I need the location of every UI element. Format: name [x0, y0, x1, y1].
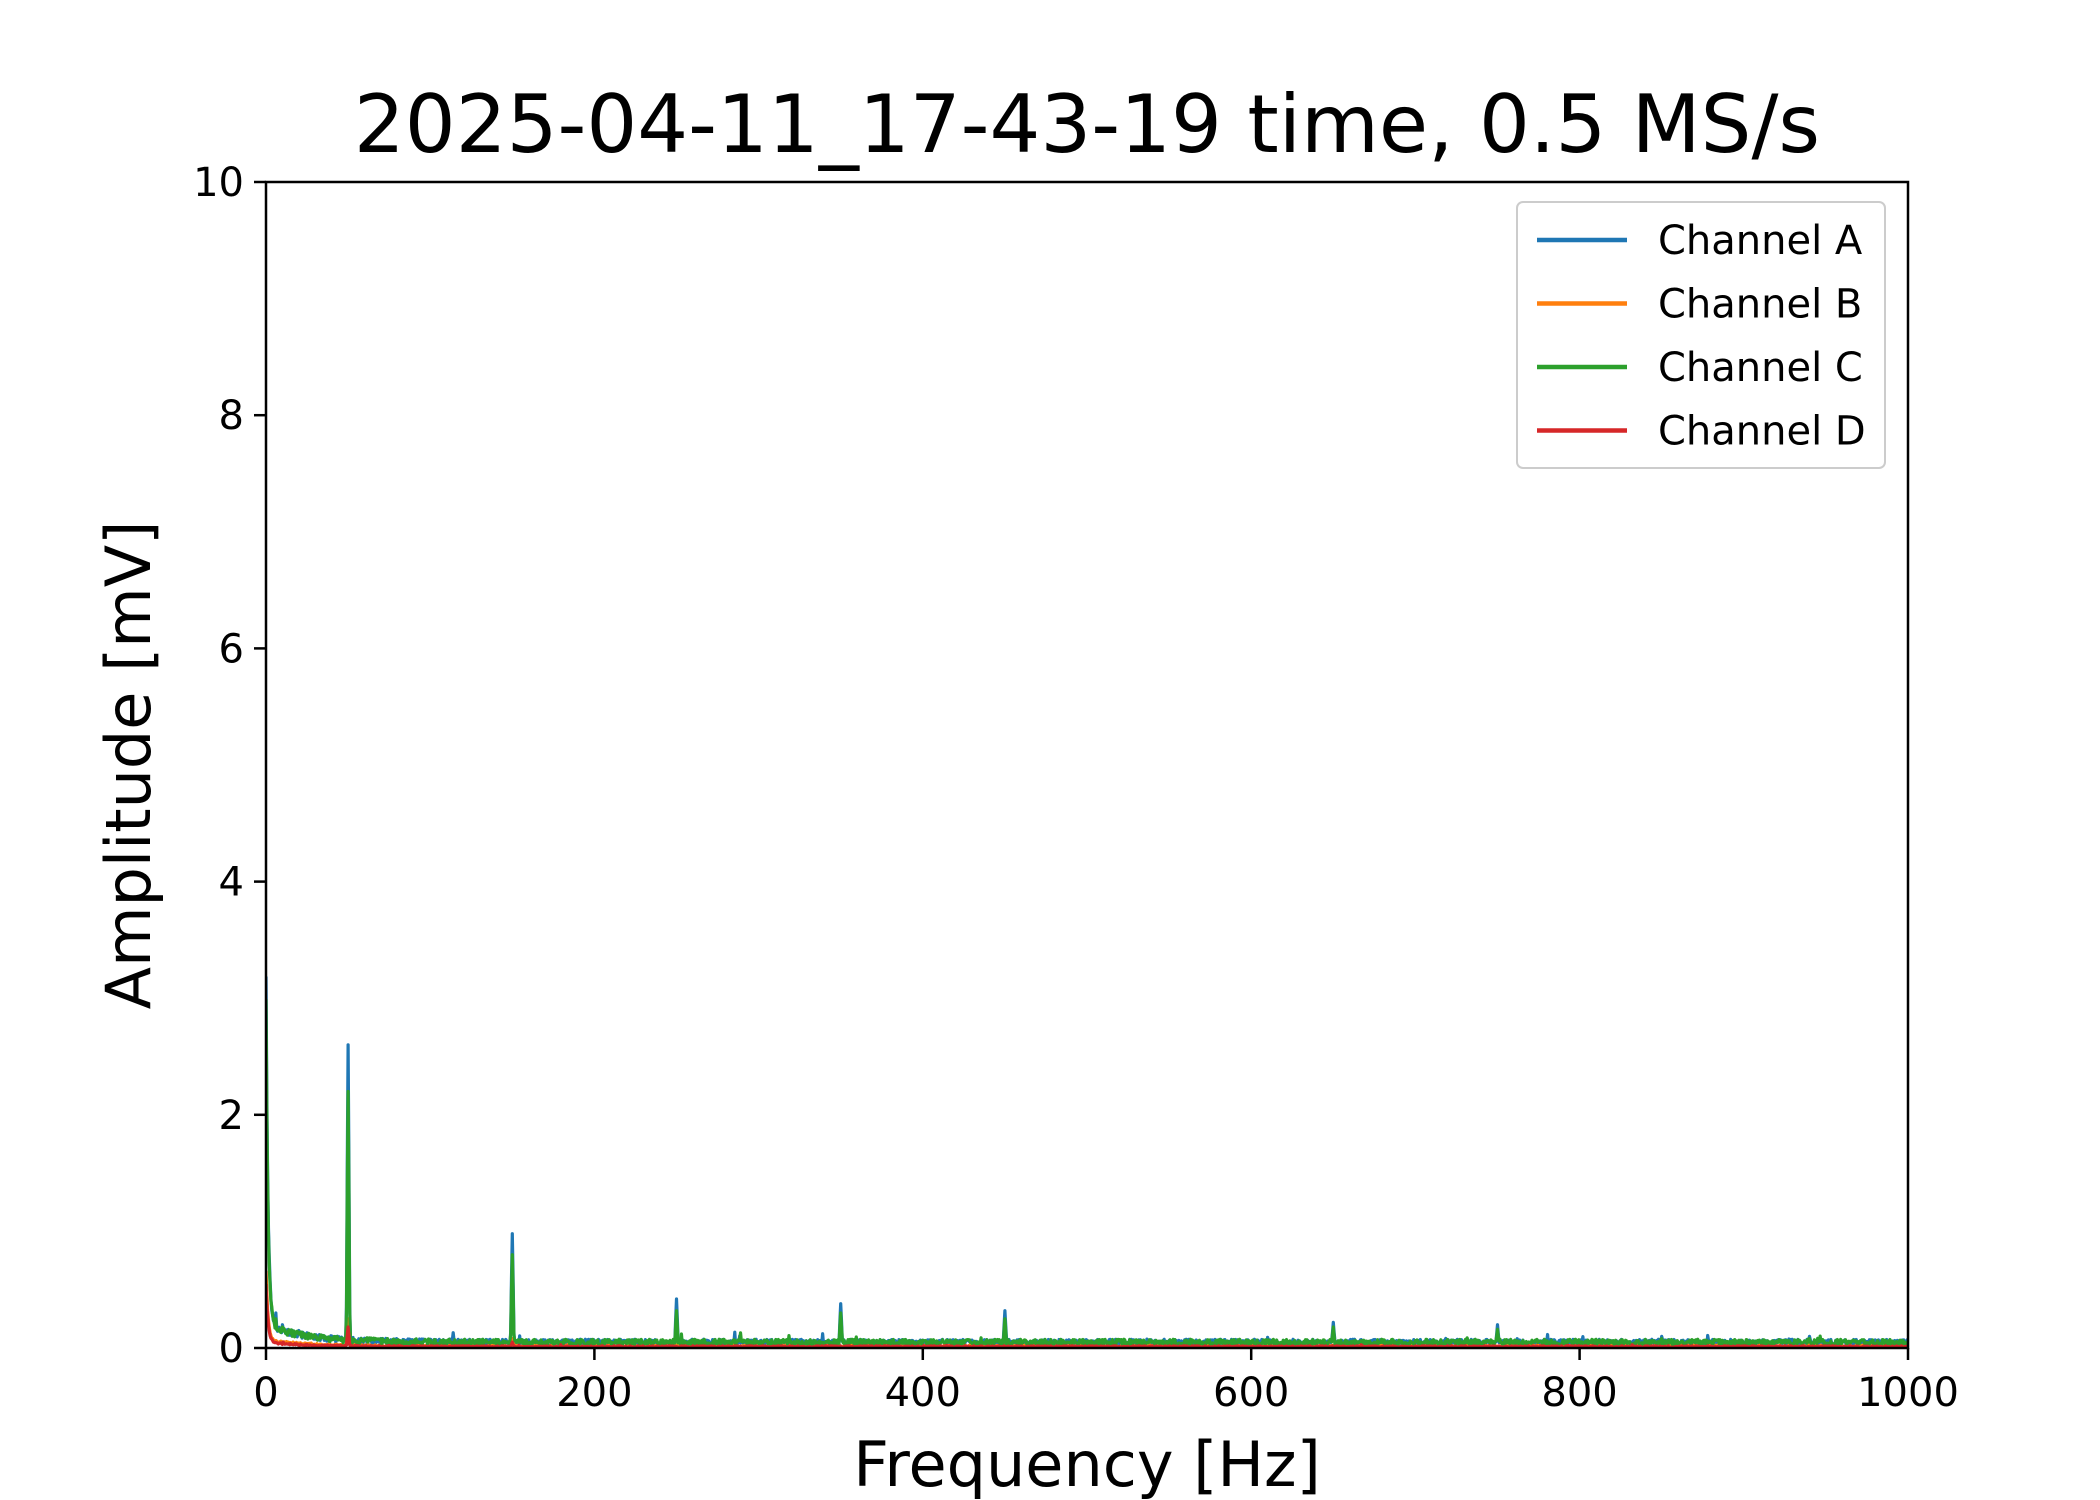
chart-title: 2025-04-11_17-43-19 time, 0.5 MS/s [354, 78, 1820, 171]
legend-box [1516, 201, 1886, 469]
y-tick-label: 6 [219, 626, 244, 672]
legend: Channel A Channel B Channel C Channel D [1516, 201, 1886, 469]
series-line-channel-d [266, 1283, 1908, 1348]
y-tick-label: 4 [219, 860, 244, 906]
x-tick-label: 600 [1213, 1370, 1289, 1416]
x-tick-label: 1000 [1857, 1370, 1959, 1416]
x-axis-label: Frequency [Hz] [853, 1428, 1321, 1500]
x-tick-label: 0 [253, 1370, 278, 1416]
legend-items: Channel A Channel B Channel C Channel D [1537, 218, 1866, 455]
plot-frame [264, 180, 1910, 1350]
legend-label: Channel D [1658, 409, 1866, 455]
y-tick-label: 2 [219, 1093, 244, 1139]
legend-label: Channel A [1658, 218, 1863, 264]
x-axis: 0 200 400 600 800 1000 [253, 1348, 1959, 1416]
x-tick-label: 800 [1541, 1370, 1617, 1416]
y-tick-label: 10 [193, 160, 244, 206]
x-tick-label: 400 [885, 1370, 961, 1416]
legend-label: Channel B [1658, 282, 1862, 328]
y-axis-label: Amplitude [mV] [92, 521, 165, 1010]
y-tick-label: 0 [219, 1326, 244, 1372]
y-tick-label: 8 [219, 393, 244, 439]
legend-label: Channel C [1658, 345, 1863, 391]
x-tick-label: 200 [556, 1370, 632, 1416]
y-axis: 0 2 4 6 8 10 [193, 160, 266, 1372]
